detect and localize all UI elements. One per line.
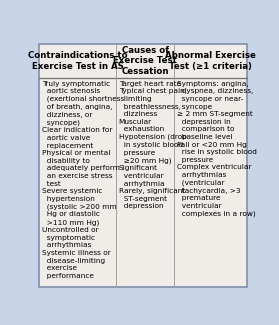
Text: Symptoms: angina,
  dyspnea, dizziness,
  syncope or near-
  syncope
≥ 2 mm ST-s: Symptoms: angina, dyspnea, dizziness, sy… — [177, 81, 257, 217]
Text: Causes of
Exercise Test
Cessation: Causes of Exercise Test Cessation — [113, 46, 177, 76]
Text: Contraindications to
Exercise Test in AS: Contraindications to Exercise Test in AS — [28, 51, 128, 71]
Text: Abnormal Exercise
Test (≥1 criteria): Abnormal Exercise Test (≥1 criteria) — [165, 51, 256, 71]
Text: Target heart rate
Typical chest pain,
  limiting
  breathlessness,
  dizziness
M: Target heart rate Typical chest pain, li… — [119, 81, 187, 209]
Text: Truly symptomatic
  aortic stenosis
  (exertional shortness
  of breath, angina,: Truly symptomatic aortic stenosis (exert… — [42, 81, 124, 279]
